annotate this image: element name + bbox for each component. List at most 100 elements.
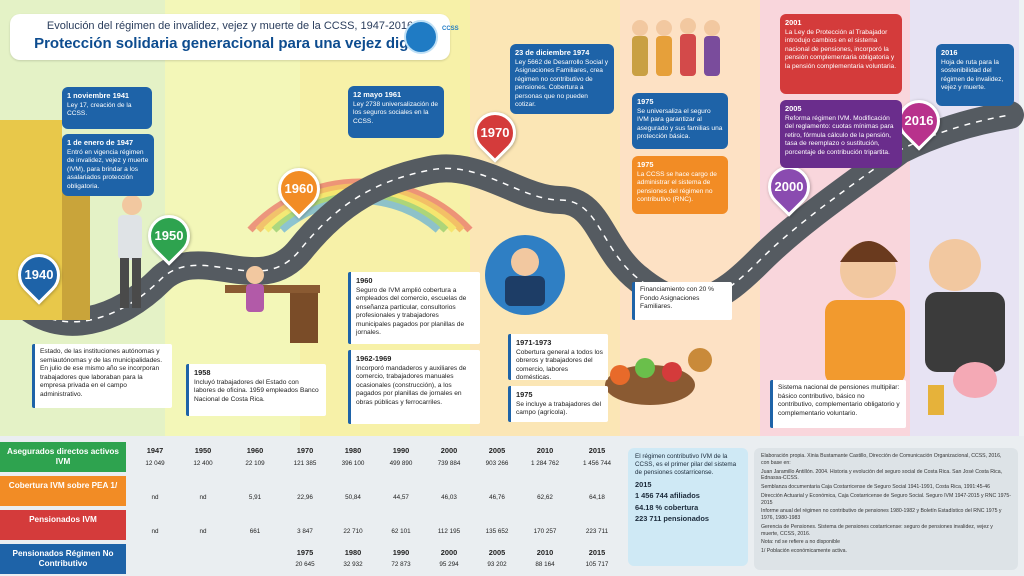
source-line: Informe anual del régimen no contributiv… bbox=[761, 508, 1002, 521]
asegurados-cell: 121 385 bbox=[293, 460, 317, 467]
pensionados-cell: nd bbox=[151, 528, 159, 535]
young-man-illustration bbox=[825, 241, 905, 385]
cobertura-cell: nd bbox=[199, 494, 207, 501]
student-illustration bbox=[485, 235, 565, 315]
page-title: Protección solidaria generacional para u… bbox=[34, 35, 426, 52]
row-label-rnc: Pensionados Régimen No Contributivo bbox=[0, 544, 126, 574]
source-line: Juan Jaramillo Antillón. 2004. Historia … bbox=[761, 468, 1003, 482]
cobertura-cell: 46,76 bbox=[489, 494, 505, 501]
summary-intro: El régimen contributivo IVM de la CCSS, … bbox=[635, 453, 737, 477]
pensionados-cell: 661 bbox=[249, 528, 261, 535]
source-line: Gerencia de Pensiones. Sistema de pensio… bbox=[761, 523, 993, 537]
asegurados-cell: 903 266 bbox=[485, 460, 509, 467]
event-2001: 2001 La Ley de Protección al Trabajador i… bbox=[780, 14, 902, 94]
sources-box: Elaboración propia. Xinia Bustamante Cas… bbox=[754, 448, 1018, 570]
table-year-header: 1947 bbox=[146, 446, 164, 455]
summary-pensionados: 223 711 pensionados bbox=[635, 514, 709, 524]
elderly-man-illustration bbox=[118, 195, 142, 308]
row-label-cobertura: Cobertura IVM sobre PEA 1/ bbox=[0, 476, 126, 506]
rnc-year-header: 1980 bbox=[344, 548, 362, 557]
asegurados-cell: 1 456 744 bbox=[582, 460, 611, 467]
cobertura-cell: nd bbox=[151, 494, 159, 501]
table-year-header: 2010 bbox=[536, 446, 554, 455]
event-1975-campo: 1975 Se incluye a trabajadores del campo … bbox=[508, 386, 608, 422]
asegurados-cell: 396 100 bbox=[341, 460, 365, 467]
rnc-year-header: 2005 bbox=[488, 548, 506, 557]
ccss-logo bbox=[404, 20, 438, 54]
asegurados-cell: 739 884 bbox=[437, 460, 461, 467]
table-year-header: 2015 bbox=[588, 446, 606, 455]
vegetables-illustration bbox=[605, 348, 712, 405]
event-1961: 12 mayo 1961 Ley 2738 universalización de… bbox=[348, 86, 444, 138]
cobertura-cell: 44,57 bbox=[393, 494, 409, 501]
asegurados-cell: 12 049 bbox=[145, 460, 165, 467]
event-estado: Estado, de las instituciones autónomas y… bbox=[32, 344, 172, 408]
event-1975-rnc: 1975 La CCSS se hace cargo de administrar… bbox=[632, 156, 728, 214]
rnc-cell: 20 645 bbox=[295, 561, 315, 568]
table-year-header: 2000 bbox=[440, 446, 458, 455]
cobertura-cell: 5,91 bbox=[248, 494, 262, 501]
cobertura-cell: 62,62 bbox=[537, 494, 553, 501]
pensionados-cell: 62 101 bbox=[391, 528, 411, 535]
table-year-header: 1980 bbox=[344, 446, 362, 455]
source-line: Semblanza documentaria Caja Costarricens… bbox=[761, 484, 990, 490]
row-label-asegurados: Asegurados directos activos IVM bbox=[0, 442, 126, 472]
summary-afiliados: 1 456 744 afiliados bbox=[635, 491, 700, 501]
rnc-cell: 32 932 bbox=[343, 561, 363, 568]
event-1971-1973: 1971-1973 Cobertura general a todos los o… bbox=[508, 334, 608, 381]
event-1958: 1958 Incluyó trabajadores del Estado con … bbox=[186, 364, 326, 416]
rnc-year-header: 1990 bbox=[392, 548, 410, 557]
pensionados-cell: 223 711 bbox=[585, 528, 609, 535]
pensionados-cell: 170 257 bbox=[533, 528, 557, 535]
event-2016: 2016 Hoja de ruta para la sostenibilidad … bbox=[936, 44, 1014, 106]
cobertura-cell: 46,03 bbox=[441, 494, 457, 501]
rnc-year-header: 1975 bbox=[296, 548, 314, 557]
road bbox=[6, 101, 1024, 336]
event-2005: 2005 Reforma régimen IVM. Modificación de… bbox=[780, 100, 902, 168]
event-1960: 1960 Seguro de IVM amplió cobertura a emp… bbox=[348, 272, 480, 344]
source-line: 1/ Población económicamente activa. bbox=[761, 548, 847, 554]
table-year-header: 1960 bbox=[246, 446, 264, 455]
rnc-cell: 93 202 bbox=[487, 561, 507, 568]
table-year-header: 1990 bbox=[392, 446, 410, 455]
event-1941: 1 noviembre 1941 Ley 17, creación de la C… bbox=[62, 87, 152, 129]
family-illustration bbox=[632, 18, 720, 76]
rnc-cell: 88 164 bbox=[535, 561, 555, 568]
rnc-year-header: 2015 bbox=[588, 548, 606, 557]
source-line: Elaboración propia. Xinia Bustamante Cas… bbox=[761, 453, 1002, 466]
pensionados-cell: 135 652 bbox=[485, 528, 509, 535]
title-banner: Evolución del régimen de invalidez, veje… bbox=[10, 14, 450, 60]
summary-year: 2015 bbox=[635, 479, 652, 489]
event-1974: 23 de diciembre 1974 Ley 5662 de Desarrol… bbox=[510, 44, 614, 114]
asegurados-cell: 499 890 bbox=[389, 460, 413, 467]
cobertura-cell: 50,84 bbox=[345, 494, 361, 501]
cobertura-cell: 22,96 bbox=[297, 494, 313, 501]
grandfather-illustration bbox=[925, 239, 1005, 415]
asegurados-cell: 12 400 bbox=[193, 460, 213, 467]
event-1947: 1 de enero de 1947 Entró en vigencia régi… bbox=[62, 134, 154, 196]
rnc-cell: 72 873 bbox=[391, 561, 411, 568]
ccss-logo-text: CCSS bbox=[442, 26, 459, 32]
rnc-cell: 95 294 bbox=[439, 561, 459, 568]
asegurados-cell: 1 284 762 bbox=[530, 460, 559, 467]
summary-cobertura: 64.18 % cobertura bbox=[635, 502, 699, 512]
summary-box: El régimen contributivo IVM de la CCSS, … bbox=[628, 448, 748, 566]
cobertura-cell: 64,18 bbox=[589, 494, 605, 501]
table-year-header: 1970 bbox=[296, 446, 314, 455]
asegurados-cell: 22 109 bbox=[245, 460, 265, 467]
event-financiamiento: Financiamiento con 20 % Fondo Asignacion… bbox=[632, 282, 732, 320]
table-year-header: 1950 bbox=[194, 446, 212, 455]
rnc-year-header: 2010 bbox=[536, 548, 554, 557]
page-subtitle: Evolución del régimen de invalidez, veje… bbox=[46, 20, 414, 32]
event-1975-universaliza: 1975 Se universaliza el seguro IVM para g… bbox=[632, 93, 728, 149]
row-label-pensionados: Pensionados IVM bbox=[0, 510, 126, 540]
pensionados-cell: 3 847 bbox=[297, 528, 313, 535]
rnc-cell: 105 717 bbox=[585, 561, 609, 568]
pensionados-cell: 112 195 bbox=[437, 528, 461, 535]
source-line: Nota: nd se refiere a no disponible bbox=[761, 539, 841, 546]
office-worker-illustration bbox=[225, 266, 320, 343]
pensionados-cell: nd bbox=[199, 528, 207, 535]
pensionados-cell: 22 710 bbox=[343, 528, 363, 535]
event-1962-1969: 1962-1969 Incorporó mandaderos y auxiliar… bbox=[348, 350, 480, 424]
source-line: Dirección Actuarial y Económica, Caja Co… bbox=[761, 492, 1011, 506]
